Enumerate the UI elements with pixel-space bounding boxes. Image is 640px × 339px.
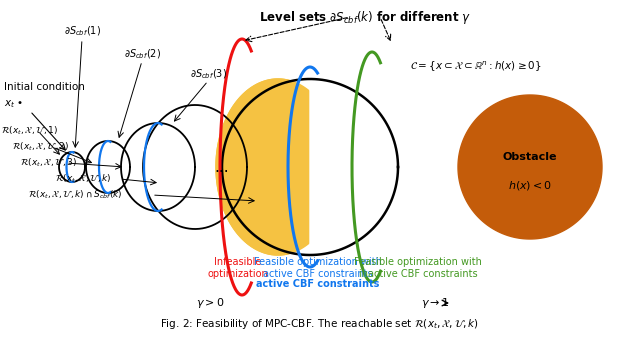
Text: Infeasible
optimization: Infeasible optimization xyxy=(207,257,268,279)
Polygon shape xyxy=(310,79,398,255)
Polygon shape xyxy=(458,95,602,239)
Text: Feasible optimization with
inactive CBF constraints: Feasible optimization with inactive CBF … xyxy=(354,257,482,279)
Text: $\gamma > 0$: $\gamma > 0$ xyxy=(196,296,224,310)
Text: $x_t$ •: $x_t$ • xyxy=(4,98,24,110)
Text: $\mathcal{R}(x_t, \mathcal{X}, \mathcal{U}, 2)$: $\mathcal{R}(x_t, \mathcal{X}, \mathcal{… xyxy=(12,141,69,153)
Polygon shape xyxy=(216,79,340,255)
Text: $\mathcal{R}(x_t, \mathcal{X}, \mathcal{U}, 1)$: $\mathcal{R}(x_t, \mathcal{X}, \mathcal{… xyxy=(1,125,58,137)
Text: $\mathcal{R}(x_t, \mathcal{X}, \mathcal{U}, k) \cap S_{cbf}(k)$: $\mathcal{R}(x_t, \mathcal{X}, \mathcal{… xyxy=(28,189,123,201)
Text: ...: ... xyxy=(214,160,229,175)
Text: Level sets $\partial S_{cbf}(k)$ for different $\gamma$: Level sets $\partial S_{cbf}(k)$ for dif… xyxy=(259,8,471,25)
Text: $\partial S_{cbf}(2)$: $\partial S_{cbf}(2)$ xyxy=(124,47,161,61)
Text: $\gamma \to 1$: $\gamma \to 1$ xyxy=(421,296,449,310)
Text: $\mathcal{R}(x_t, \mathcal{X}, \mathcal{U}, k)$: $\mathcal{R}(x_t, \mathcal{X}, \mathcal{… xyxy=(55,173,111,185)
Text: $\partial S_{cbf}(3)$: $\partial S_{cbf}(3)$ xyxy=(189,67,227,81)
Text: $h(x) < 0$: $h(x) < 0$ xyxy=(508,179,552,192)
Text: $\mathcal{R}(x_t, \mathcal{X}, \mathcal{U}, 3)$: $\mathcal{R}(x_t, \mathcal{X}, \mathcal{… xyxy=(20,157,77,169)
Text: active CBF constraints: active CBF constraints xyxy=(256,279,380,289)
Text: $\partial S_{cbf}(1)$: $\partial S_{cbf}(1)$ xyxy=(63,24,100,38)
Polygon shape xyxy=(222,79,398,255)
Text: $\mathcal{C} = \{x \subset \mathcal{X} \subset \mathbb{R}^n : h(x) \geq 0\}$: $\mathcal{C} = \{x \subset \mathcal{X} \… xyxy=(410,60,541,74)
Text: Initial condition: Initial condition xyxy=(4,82,85,92)
Text: Feasible optimization with
active CBF constraints: Feasible optimization with active CBF co… xyxy=(254,257,382,279)
Polygon shape xyxy=(216,79,340,255)
Text: Obstacle: Obstacle xyxy=(503,152,557,162)
Text: Fig. 2: Feasibility of MPC-CBF. The reachable set $\mathcal{R}(x_t, \mathcal{X},: Fig. 2: Feasibility of MPC-CBF. The reac… xyxy=(161,317,479,331)
